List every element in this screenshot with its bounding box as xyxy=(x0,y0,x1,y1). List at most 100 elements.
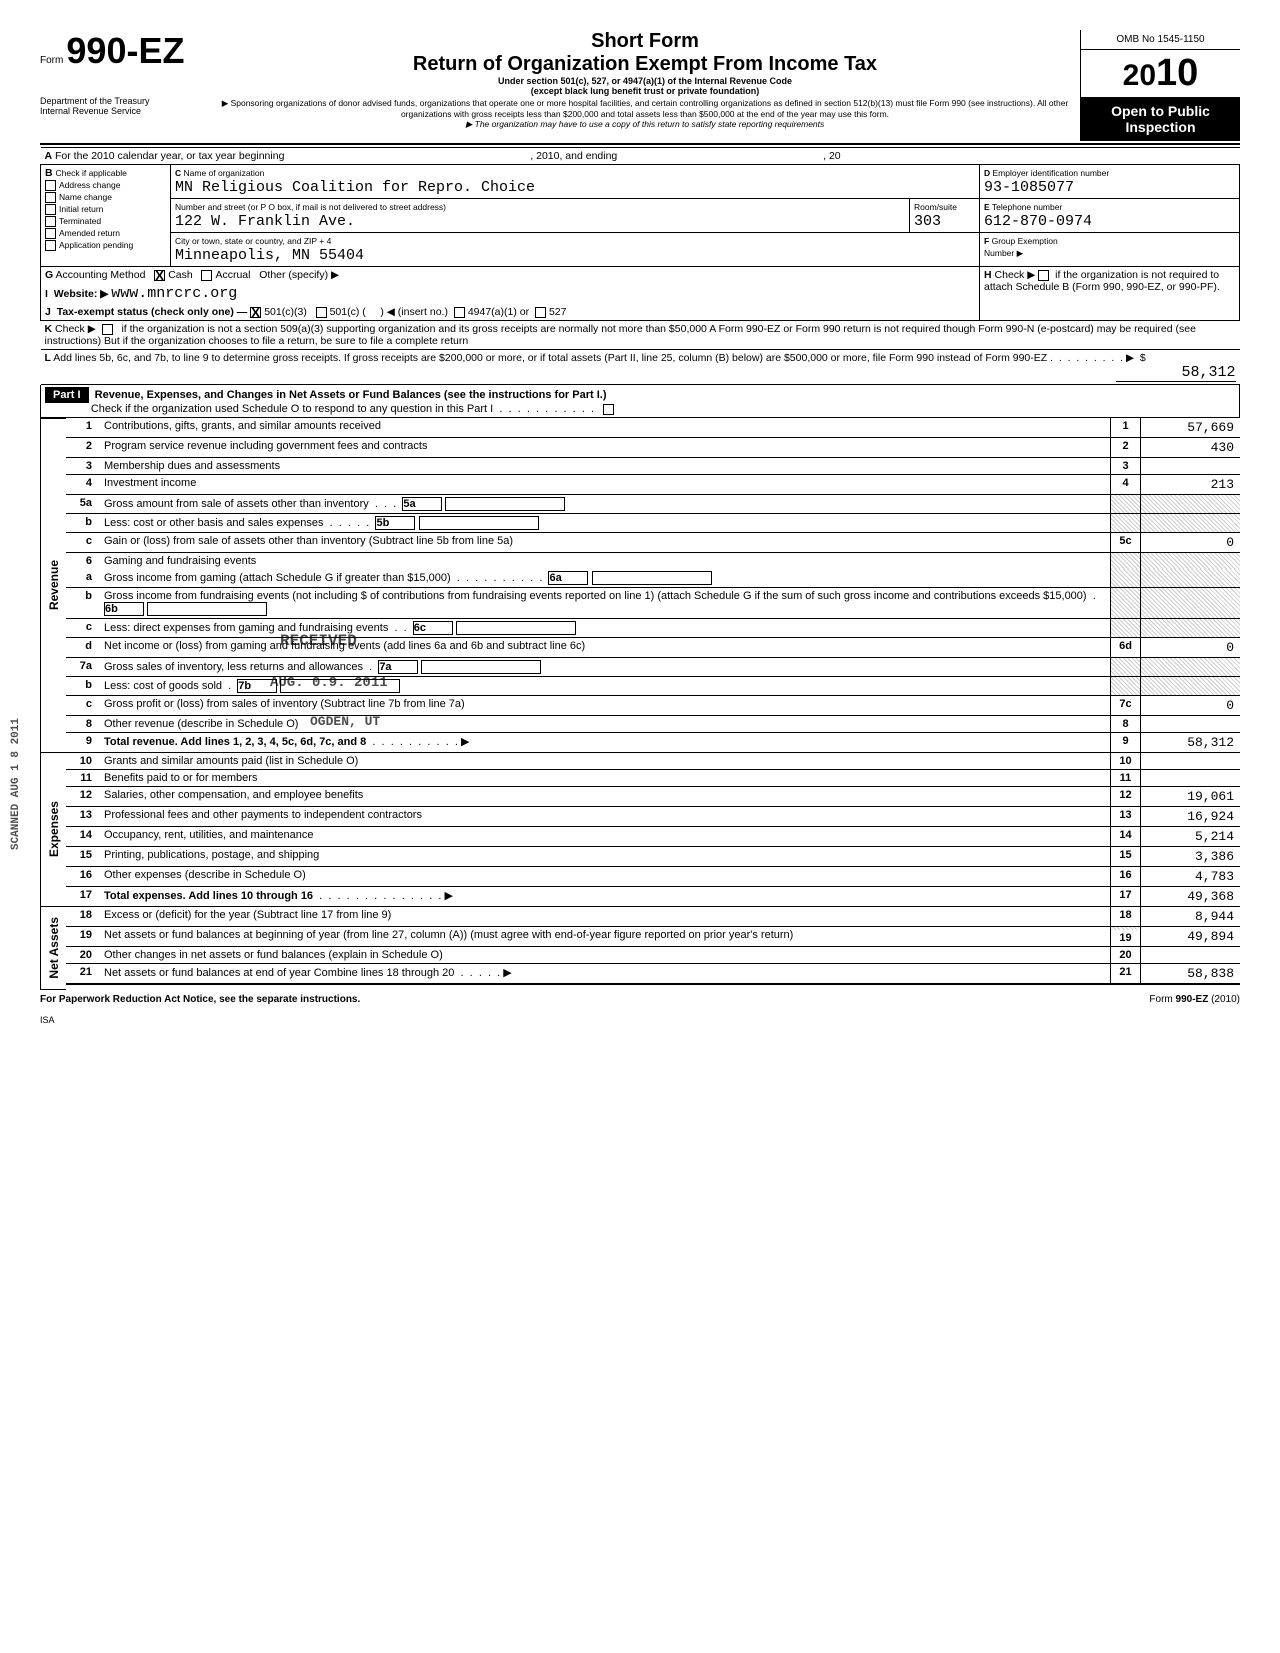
line-13: 13Professional fees and other payments t… xyxy=(66,807,1240,827)
expenses-section: Expenses 10Grants and similar amounts pa… xyxy=(40,753,1240,907)
ln6b-shade2 xyxy=(1140,588,1240,618)
ln7c-num: c xyxy=(66,696,100,715)
box-5a: 5a xyxy=(402,497,442,511)
ck-terminated[interactable] xyxy=(45,216,56,227)
ln3-txt: Membership dues and assessments xyxy=(100,458,1110,474)
line-9: 9Total revenue. Add lines 1, 2, 3, 4, 5c… xyxy=(66,733,1240,753)
val-6b[interactable] xyxy=(147,602,267,616)
ln2-txt: Program service revenue including govern… xyxy=(100,438,1110,457)
ln1-txt: Contributions, gifts, grants, and simila… xyxy=(100,418,1110,437)
j-insert: ) ◀ (insert no.) xyxy=(380,306,448,318)
ck-501c[interactable] xyxy=(316,307,327,318)
g-other: Other (specify) ▶ xyxy=(259,269,339,281)
ln21-label: Net assets or fund balances at end of ye… xyxy=(104,967,454,979)
ln7b-txt: Less: cost of goods sold . 7b AUG. 0.9. … xyxy=(100,677,1110,695)
ck-4947[interactable] xyxy=(454,307,465,318)
cell-d: D Employer identification number 93-1085… xyxy=(980,165,1240,199)
l-txt: Add lines 5b, 6c, and 7b, to line 9 to d… xyxy=(53,352,1053,364)
expenses-body: 10Grants and similar amounts paid (list … xyxy=(66,753,1240,907)
val-6c[interactable] xyxy=(456,621,576,635)
ck-527[interactable] xyxy=(535,307,546,318)
ln5b-shade xyxy=(1110,514,1140,532)
right-box: OMB No 1545-1150 2010 Open to Public Ins… xyxy=(1080,30,1240,141)
ck-amended[interactable] xyxy=(45,228,56,239)
ln9-amt: 58,312 xyxy=(1140,733,1240,752)
ln16-box: 16 xyxy=(1110,867,1140,886)
ln20-box: 20 xyxy=(1110,947,1140,963)
ln6-shade2 xyxy=(1140,553,1240,569)
val-7a[interactable] xyxy=(421,660,541,674)
ln20-amt xyxy=(1140,947,1240,963)
ln3-amt xyxy=(1140,458,1240,474)
title-box: Short Form Return of Organization Exempt… xyxy=(220,30,1070,130)
ln15-amt: 3,386 xyxy=(1140,847,1240,866)
ln10-amt xyxy=(1140,753,1240,769)
line-11: 11Benefits paid to or for members11 xyxy=(66,770,1240,787)
ln8-txt: Other revenue (describe in Schedule O) OG… xyxy=(100,716,1110,732)
year-10: 10 xyxy=(1156,52,1198,94)
j-501c: 501(c) ( xyxy=(330,306,366,318)
ln18-num: 18 xyxy=(66,907,100,926)
opt-address: Address change xyxy=(59,180,120,190)
ck-cash[interactable] xyxy=(154,270,165,281)
g-accrual: Accrual xyxy=(215,269,250,281)
i-label: Website: ▶ xyxy=(54,288,109,300)
line-6d: dNet income or (loss) from gaming and fu… xyxy=(66,638,1240,658)
line-7a: 7aGross sales of inventory, less returns… xyxy=(66,658,1240,677)
ln8-label: Other revenue (describe in Schedule O) xyxy=(104,718,298,730)
ln6a-num: a xyxy=(66,569,100,587)
ln4-num: 4 xyxy=(66,475,100,494)
cell-c: C Name of organization MN Religious Coal… xyxy=(171,165,980,199)
val-5b[interactable] xyxy=(419,516,539,530)
ln6d-txt: Net income or (loss) from gaming and fun… xyxy=(100,638,1110,657)
box-5b-lbl: 5b xyxy=(376,517,389,529)
ln7b-shade xyxy=(1110,677,1140,695)
open-line1: Open to Public xyxy=(1085,103,1236,119)
netassets-vert: Net Assets xyxy=(45,907,63,989)
ln7b-num: b xyxy=(66,677,100,695)
ln13-box: 13 xyxy=(1110,807,1140,826)
stamp-aug-date: AUG. 0.9. 2011 xyxy=(270,675,388,691)
ln11-box: 11 xyxy=(1110,770,1140,786)
ck-accrual[interactable] xyxy=(201,270,212,281)
cell-room: Room/suite 303 xyxy=(910,199,980,233)
ln3-num: 3 xyxy=(66,458,100,474)
form-number: 990-EZ xyxy=(66,30,184,71)
g-label: Accounting Method xyxy=(56,269,146,281)
revenue-body: 1Contributions, gifts, grants, and simil… xyxy=(66,418,1240,753)
val-6a[interactable] xyxy=(592,571,712,585)
ln20-num: 20 xyxy=(66,947,100,963)
ck-address-change[interactable] xyxy=(45,180,56,191)
ln6a-label: Gross income from gaming (attach Schedul… xyxy=(104,572,451,584)
ln2-box: 2 xyxy=(1110,438,1140,457)
line-6a: a Gross income from gaming (attach Schedu… xyxy=(66,569,1240,588)
ck-501c3[interactable] xyxy=(250,307,261,318)
line-3: 3Membership dues and assessments3 xyxy=(66,458,1240,475)
ck-k[interactable] xyxy=(102,324,113,335)
ln12-num: 12 xyxy=(66,787,100,806)
label-revenue: Revenue xyxy=(40,418,66,753)
j-527: 527 xyxy=(549,306,567,318)
ck-h[interactable] xyxy=(1038,270,1049,281)
addr-label: Number and street (or P O box, if mail i… xyxy=(175,202,446,212)
ln15-num: 15 xyxy=(66,847,100,866)
ck-schedule-o[interactable] xyxy=(603,404,614,415)
line-a-20: , 20 xyxy=(823,150,841,162)
ck-name-change[interactable] xyxy=(45,192,56,203)
stamp-ogden: OGDEN, UT xyxy=(310,714,380,729)
val-5a[interactable] xyxy=(445,497,565,511)
ln17-label: Total expenses. Add lines 10 through 16 xyxy=(104,890,313,902)
c-label: Name of organization xyxy=(184,168,265,178)
ln5a-label: Gross amount from sale of assets other t… xyxy=(104,498,369,510)
ln5a-shade2 xyxy=(1140,495,1240,513)
ck-initial[interactable] xyxy=(45,204,56,215)
ln5a-shade xyxy=(1110,495,1140,513)
line-6b: bGross income from fundraising events (n… xyxy=(66,588,1240,619)
ln6c-shade2 xyxy=(1140,619,1240,637)
footer-left: For Paperwork Reduction Act Notice, see … xyxy=(40,994,360,1005)
ln4-amt: 213 xyxy=(1140,475,1240,494)
org-name: MN Religious Coalition for Repro. Choice xyxy=(175,179,535,196)
line-6: 6Gaming and fundraising events xyxy=(66,553,1240,569)
line-5c: cGain or (loss) from sale of assets othe… xyxy=(66,533,1240,553)
ck-app-pending[interactable] xyxy=(45,240,56,251)
